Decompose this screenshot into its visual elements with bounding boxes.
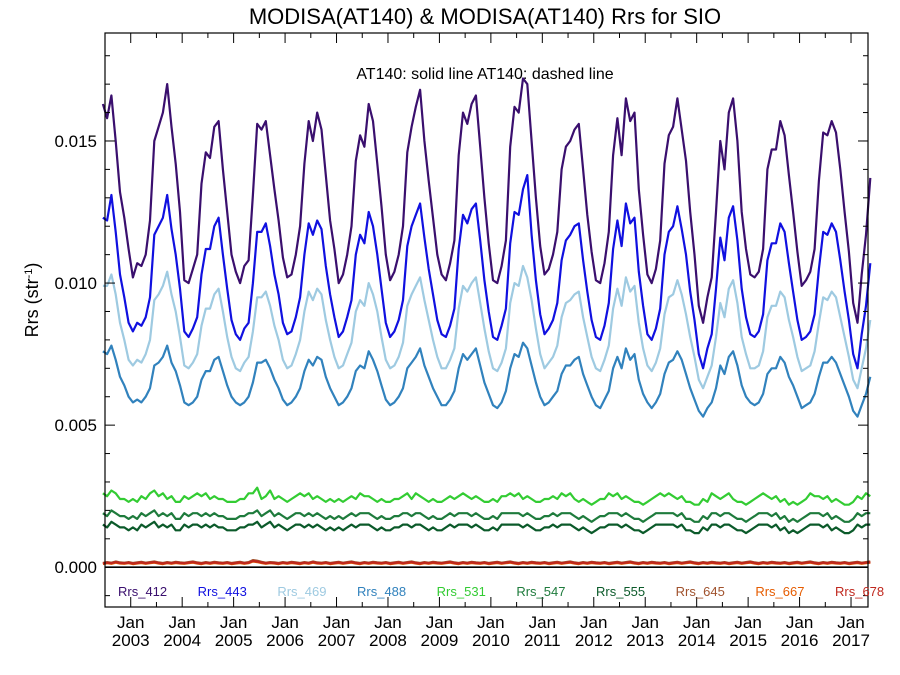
x-tick-year-label: 2010 — [472, 631, 510, 650]
legend-item-rrs-469: Rrs_469 — [277, 584, 326, 599]
legend: Rrs_412 Rrs_443 Rrs_469 Rrs_488 Rrs_531 Rrs_5… — [118, 584, 884, 599]
y-axis-label: Rrs (str-1) — [22, 263, 42, 338]
legend-item-rrs-443: Rrs_443 — [198, 584, 247, 599]
x-tick-year-label: 2009 — [421, 631, 459, 650]
series-line-rrs-531 — [102, 486, 871, 506]
x-tick-year-label: 2003 — [112, 631, 150, 650]
legend-item-rrs-555: Rrs_555 — [596, 584, 645, 599]
y-axis-label-text: Rrs (str — [22, 278, 42, 337]
x-tick-month-label: Jan — [786, 613, 813, 632]
y-tick-label: 0.015 — [54, 132, 97, 151]
legend-item-rrs-488: Rrs_488 — [357, 584, 406, 599]
series-layer — [101, 77, 872, 566]
x-tick-year-label: 2006 — [266, 631, 304, 650]
chart-title: MODISA(AT140) & MODISA(AT140) Rrs for SI… — [249, 4, 721, 29]
x-tick-month-label: Jan — [271, 613, 298, 632]
x-tick-year-label: 2017 — [832, 631, 870, 650]
plot-frame — [104, 32, 869, 608]
series-line-rrs-412 — [101, 77, 872, 324]
x-tick-month-label: Jan — [683, 613, 710, 632]
x-tick-year-label: 2008 — [369, 631, 407, 650]
series-line-rrs-547 — [102, 509, 871, 523]
x-tick-year-label: 2016 — [781, 631, 819, 650]
series-line-rrs-443 — [102, 174, 872, 370]
y-axis-label-close: ) — [22, 263, 42, 269]
x-tick-year-label: 2011 — [524, 631, 561, 650]
legend-item-rrs-547: Rrs_547 — [516, 584, 565, 599]
x-tick-month-label: Jan — [529, 613, 556, 632]
x-tick-month-label: Jan — [426, 613, 453, 632]
axes-layer: 0.0000.0050.0100.015Jan2003Jan2004Jan200… — [54, 32, 870, 650]
x-tick-month-label: Jan — [168, 613, 195, 632]
x-tick-year-label: 2012 — [575, 631, 613, 650]
series-line-rrs-488 — [102, 341, 872, 418]
y-tick-label: 0.010 — [54, 274, 97, 293]
x-tick-month-label: Jan — [220, 613, 247, 632]
legend-item-rrs-412: Rrs_412 — [118, 584, 167, 599]
x-tick-month-label: Jan — [323, 613, 350, 632]
legend-item-rrs-645: Rrs_645 — [676, 584, 725, 599]
chart-annotation: AT140: solid line AT140: dashed line — [356, 66, 613, 83]
legend-item-rrs-678: Rrs_678 — [835, 584, 884, 599]
x-tick-year-label: 2004 — [163, 631, 201, 650]
series-line-rrs-469 — [102, 264, 872, 390]
x-tick-year-label: 2007 — [318, 631, 356, 650]
legend-item-rrs-667: Rrs_667 — [755, 584, 804, 599]
x-tick-year-label: 2014 — [678, 631, 716, 650]
x-tick-month-label: Jan — [477, 613, 504, 632]
series-line-rrs-555 — [102, 520, 871, 535]
x-tick-month-label: Jan — [837, 613, 864, 632]
x-tick-month-label: Jan — [374, 613, 401, 632]
y-axis-label-superscript: -1 — [23, 269, 35, 279]
y-tick-label: 0.005 — [54, 416, 97, 435]
x-tick-month-label: Jan — [734, 613, 761, 632]
x-tick-month-label: Jan — [580, 613, 607, 632]
x-tick-year-label: 2015 — [729, 631, 767, 650]
series-line-rrs-678 — [102, 559, 871, 565]
x-tick-month-label: Jan — [632, 613, 659, 632]
x-tick-year-label: 2005 — [215, 631, 253, 650]
x-tick-month-label: Jan — [117, 613, 144, 632]
legend-item-rrs-531: Rrs_531 — [437, 584, 486, 599]
y-tick-label: 0.000 — [54, 558, 97, 577]
x-tick-year-label: 2013 — [626, 631, 664, 650]
